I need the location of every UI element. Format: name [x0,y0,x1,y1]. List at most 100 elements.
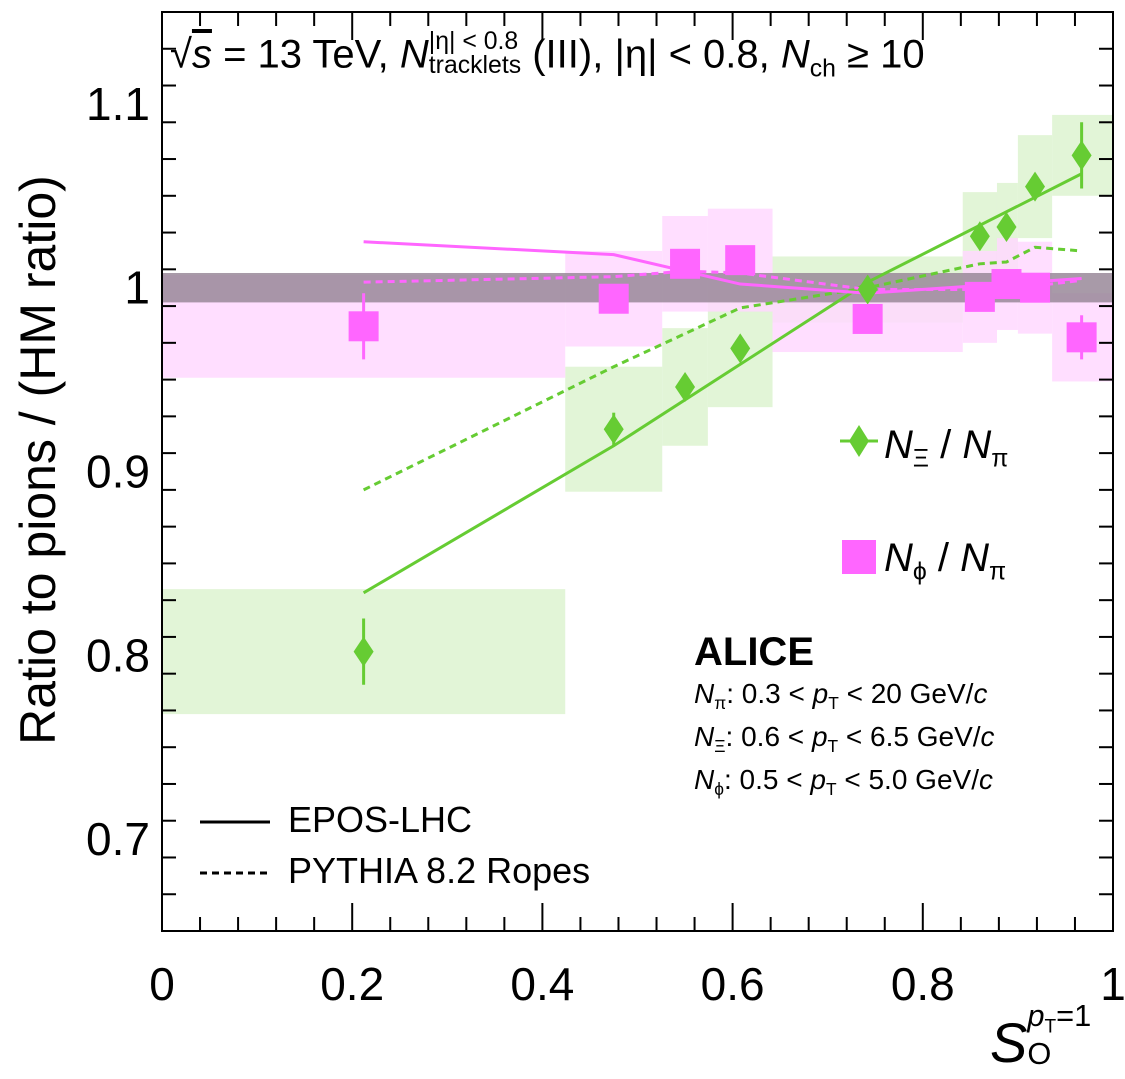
pt-xi-text: : 0.6 < [725,721,812,752]
x-tick-label: 0.6 [701,958,765,1010]
phi-data-point-4 [852,303,883,334]
pt-pi-sym: N [694,678,715,709]
legend-phi-num: N [884,536,913,580]
xi-data-point-8 [1071,140,1092,171]
header-n-sub: tracklets [428,51,522,79]
pt-xi-c: c [980,721,995,752]
header-n-sup: |η| < 0.8 [428,28,519,55]
xi-data-point-5 [969,221,990,252]
header-nch-sub: ch [809,55,836,83]
phi-data-point-5 [964,281,995,312]
legend-xi-num: N [884,423,913,467]
pt-phi-sym: N [694,764,715,795]
pt-phi-sub: ϕ [714,779,724,800]
xi-data-point-2 [675,371,696,402]
legend-pythia-label: PYTHIA 8.2 Ropes [288,850,591,891]
y-tick-label: 1.1 [86,78,150,130]
pt-pi-tail: < 20 GeV/ [838,678,974,709]
xi-data-point-6 [996,212,1017,243]
pt-pi-p: p [812,678,829,709]
pt-range-phi: Nϕ: 0.5 < pT < 5.0 GeV/c [694,766,993,798]
header-sqrt-s: s [191,32,212,77]
pt-xi-sym: N [694,721,715,752]
header-nch: N [780,32,810,77]
phi-data-point-8 [1066,322,1097,353]
xi-data-point-0 [353,636,374,667]
legend-phi-den: N [960,536,990,580]
systematic-boxes [162,114,1113,715]
pt-xi-psub: T [827,736,839,757]
data-markers [348,140,1097,667]
phi-data-point-2 [670,248,701,279]
legend-phi-marker [842,540,876,574]
pt-range-pi: Nπ: 0.3 < pT < 20 GeV/c [694,680,987,712]
pt-pi-text: : 0.3 < [726,678,813,709]
legend-phi-num-sub: ϕ [912,558,927,586]
legend-phi-label: Nϕ / Nπ [884,538,1006,585]
y-tick-label: 0.9 [86,446,150,498]
axis-ticks: 0 0.2 0.4 0.6 0.8 1 0.7 0.8 0.9 1 1.1 [86,11,1125,1010]
xi-data-point-1 [603,414,624,445]
legend-xi-num-sub: Ξ [912,445,930,473]
x-tick-label: 0 [149,958,175,1010]
pt-pi-c: c [973,678,988,709]
xi-model-pythia [362,245,1082,492]
y-tick-label: 0.7 [86,813,150,865]
xi-data-point-4 [857,274,878,305]
header-n-scripts: |η| < 0.8 tracklets [428,28,522,79]
sqrt-symbol: √ [170,32,192,77]
x-label-scripts: pT=1 O [1027,998,1092,1071]
legend-marks [200,425,878,875]
legend-xi-den: N [962,423,992,467]
alice-label: ALICE [694,630,814,674]
pt-pi-psub: T [828,693,839,714]
legend-epos-label: EPOS-LHC [288,799,473,840]
pt-range-xi: NΞ: 0.6 < pT < 6.5 GeV/c [694,723,995,755]
phi-data-point-1 [598,283,629,314]
plot-frame [161,11,1114,932]
pt-pi-sub: π [714,693,727,714]
xi-data-point-3 [730,333,751,364]
xi-data-point-7 [1025,171,1046,202]
legend-xi-marker [849,425,869,457]
x-label-sup-tail: =1 [1056,998,1092,1033]
header-energy: = 13 TeV, [211,32,400,77]
pt-phi-c: c [978,764,993,795]
x-tick-label: 0.8 [891,958,955,1010]
y-axis-label: Ratio to pions / (HM ratio) [10,175,66,745]
legend-xi-sep: / [929,423,963,467]
chart-header: √s = 13 TeV, N |η| < 0.8 tracklets (III), … [170,28,925,83]
pt-phi-tail: < 5.0 GeV/ [836,764,979,795]
pt-phi-text: : 0.5 < [723,764,811,795]
pt-xi-tail: < 6.5 GeV/ [838,721,981,752]
x-tick-label: 1 [1100,958,1125,1010]
x-label-s: S [990,1011,1028,1075]
legend-xi-label: NΞ / Nπ [884,425,1008,472]
x-label-sup-p: p [1027,998,1045,1033]
pt-phi-psub: T [825,779,837,800]
phi-data-point-7 [1020,272,1051,303]
legend-xi-den-sub: π [991,445,1009,473]
header-n: N [399,32,429,77]
x-label-sup: pT=1 [1027,998,1092,1038]
phi-data-point-6 [991,269,1022,300]
phi-data-point-3 [725,245,756,276]
header-rest: (III), |η| < 0.8, [521,32,781,77]
xi-model-epos [362,172,1083,595]
legend-phi-sep: / [926,536,961,580]
x-label-sub: O [1027,1035,1052,1071]
header-nch-cond: ≥ 10 [835,32,925,77]
x-label-sup-sub: T [1044,1016,1057,1038]
x-tick-label: 0.2 [320,958,384,1010]
legend-phi-den-sub: π [989,558,1007,586]
plot-frame-box [161,11,1114,932]
pt-phi-p: p [810,764,826,795]
pt-xi-sub: Ξ [714,736,726,757]
x-tick-label: 0.4 [510,958,574,1010]
pt-xi-p: p [811,721,828,752]
y-tick-label: 0.8 [86,629,150,681]
y-tick-label: 1 [124,262,150,314]
phi-data-point-0 [348,311,379,342]
